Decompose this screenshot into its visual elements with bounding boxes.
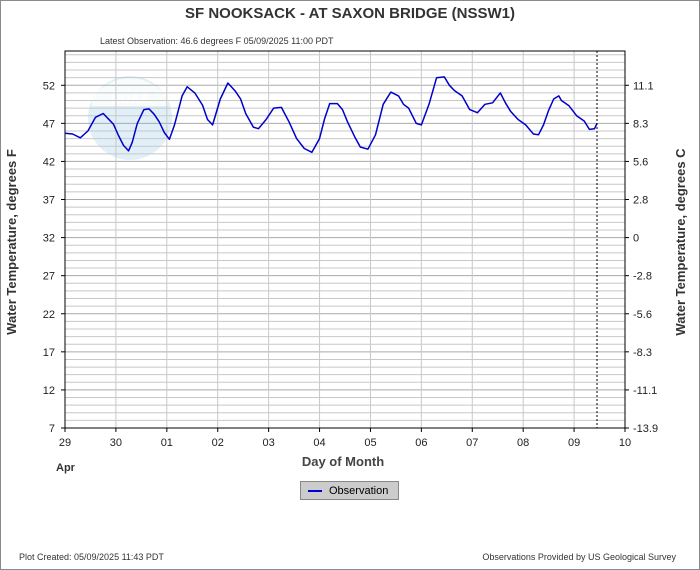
y-tick-label-left: 12	[43, 385, 55, 397]
y-tick-label-left: 42	[43, 156, 55, 168]
footer-plot-created: Plot Created: 05/09/2025 11:43 PDT	[19, 552, 164, 562]
grid	[64, 51, 626, 429]
watermark-text: NOAA	[111, 91, 150, 106]
x-tick-label: 04	[313, 437, 325, 449]
legend-swatch-observation	[308, 489, 322, 492]
x-tick-label: 07	[466, 437, 478, 449]
y-tick-label-left: 22	[43, 309, 55, 321]
x-axis-ticks: 29 30 01 02 03 04 05 06 07 08 09 10	[59, 428, 631, 449]
y-tick-label-left: 27	[43, 271, 55, 283]
y-tick-label-right: -13.9	[633, 423, 658, 435]
y-tick-label-right: -8.3	[633, 347, 652, 359]
y-tick-label-right: 5.6	[633, 156, 648, 168]
legend-label-observation: Observation	[329, 484, 389, 497]
y-axis-right-ticks: 11.1 8.3 5.6 2.8 0 -2.8 -5.6 -8.3 -11.1 -13.9	[625, 80, 658, 435]
y-tick-label-right: -2.8	[633, 271, 652, 283]
x-tick-label: 01	[161, 437, 173, 449]
plot-border	[64, 50, 626, 429]
series-line-observation	[64, 76, 598, 154]
y-tick-label-right: 8.3	[633, 118, 648, 130]
y-tick-label-left: 32	[43, 233, 55, 245]
x-axis-label: Day of Month	[302, 454, 384, 469]
y-tick-label-right: -5.6	[633, 309, 652, 321]
y-tick-label-left: 52	[43, 80, 55, 92]
x-tick-label: 30	[110, 437, 122, 449]
x-tick-label: 03	[263, 437, 275, 449]
y-tick-label-left: 17	[43, 347, 55, 359]
x-axis-month-label: Apr	[56, 462, 76, 474]
y-tick-label-left: 7	[49, 423, 55, 435]
y-axis-label-right: Water Temperature, degrees C	[673, 148, 688, 336]
legend: Observation	[300, 481, 399, 500]
x-tick-label: 10	[619, 437, 631, 449]
y-tick-label-left: 47	[43, 118, 55, 130]
y-tick-label-right: 11.1	[633, 80, 654, 92]
x-tick-label: 02	[212, 437, 224, 449]
x-tick-label: 29	[59, 437, 71, 449]
chart-subtitle: Latest Observation: 46.6 degrees F 05/09…	[100, 36, 334, 46]
chart-title: SF NOOKSACK - AT SAXON BRIDGE (NSSW1)	[185, 5, 515, 22]
x-tick-label: 08	[517, 437, 529, 449]
y-tick-label-right: 0	[633, 233, 639, 245]
y-axis-label-left: Water Temperature, degrees F	[4, 149, 19, 335]
x-tick-label: 06	[415, 437, 427, 449]
y-axis-left-ticks: 52 47 42 37 32 27 22 17 12 7	[43, 80, 65, 435]
footer-provider: Observations Provided by US Geological S…	[482, 552, 676, 562]
y-tick-label-right: -11.1	[633, 385, 657, 397]
y-tick-label-right: 2.8	[633, 195, 648, 207]
y-tick-label-left: 37	[43, 195, 55, 207]
x-tick-label: 09	[568, 437, 580, 449]
x-tick-label: 05	[364, 437, 376, 449]
